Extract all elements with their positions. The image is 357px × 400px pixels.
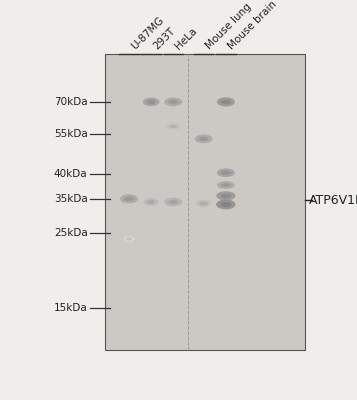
Ellipse shape (221, 170, 231, 175)
Ellipse shape (221, 183, 231, 187)
Ellipse shape (126, 237, 132, 241)
Ellipse shape (124, 197, 134, 201)
Ellipse shape (147, 100, 156, 104)
Ellipse shape (164, 198, 182, 206)
Text: Mouse brain: Mouse brain (226, 0, 278, 51)
Ellipse shape (120, 194, 138, 204)
Ellipse shape (195, 134, 213, 143)
Ellipse shape (143, 98, 160, 106)
Bar (106, 54, 305, 350)
Text: 293T: 293T (151, 26, 177, 51)
Ellipse shape (217, 181, 235, 189)
Ellipse shape (196, 200, 211, 207)
Text: ATP6V1D: ATP6V1D (309, 194, 357, 207)
Ellipse shape (221, 202, 231, 207)
Text: 15kDa: 15kDa (54, 303, 87, 313)
Ellipse shape (216, 200, 236, 209)
Text: HeLa: HeLa (173, 26, 199, 51)
Ellipse shape (217, 97, 235, 106)
Ellipse shape (166, 123, 181, 130)
Ellipse shape (169, 100, 178, 104)
Ellipse shape (169, 200, 178, 204)
Ellipse shape (216, 191, 236, 200)
Ellipse shape (221, 100, 231, 104)
Ellipse shape (147, 200, 155, 204)
Text: 25kDa: 25kDa (54, 228, 87, 238)
Ellipse shape (221, 194, 231, 198)
Text: 55kDa: 55kDa (54, 129, 87, 139)
Ellipse shape (169, 125, 177, 128)
Text: Mouse lung: Mouse lung (204, 2, 253, 51)
Text: 70kDa: 70kDa (54, 97, 87, 107)
Ellipse shape (144, 198, 159, 206)
Ellipse shape (200, 202, 208, 206)
Text: U-87MG: U-87MG (129, 15, 165, 51)
Text: 35kDa: 35kDa (54, 194, 87, 204)
Ellipse shape (124, 236, 135, 242)
Ellipse shape (217, 168, 235, 177)
Ellipse shape (199, 137, 208, 141)
Text: 40kDa: 40kDa (54, 169, 87, 179)
Ellipse shape (164, 98, 182, 106)
